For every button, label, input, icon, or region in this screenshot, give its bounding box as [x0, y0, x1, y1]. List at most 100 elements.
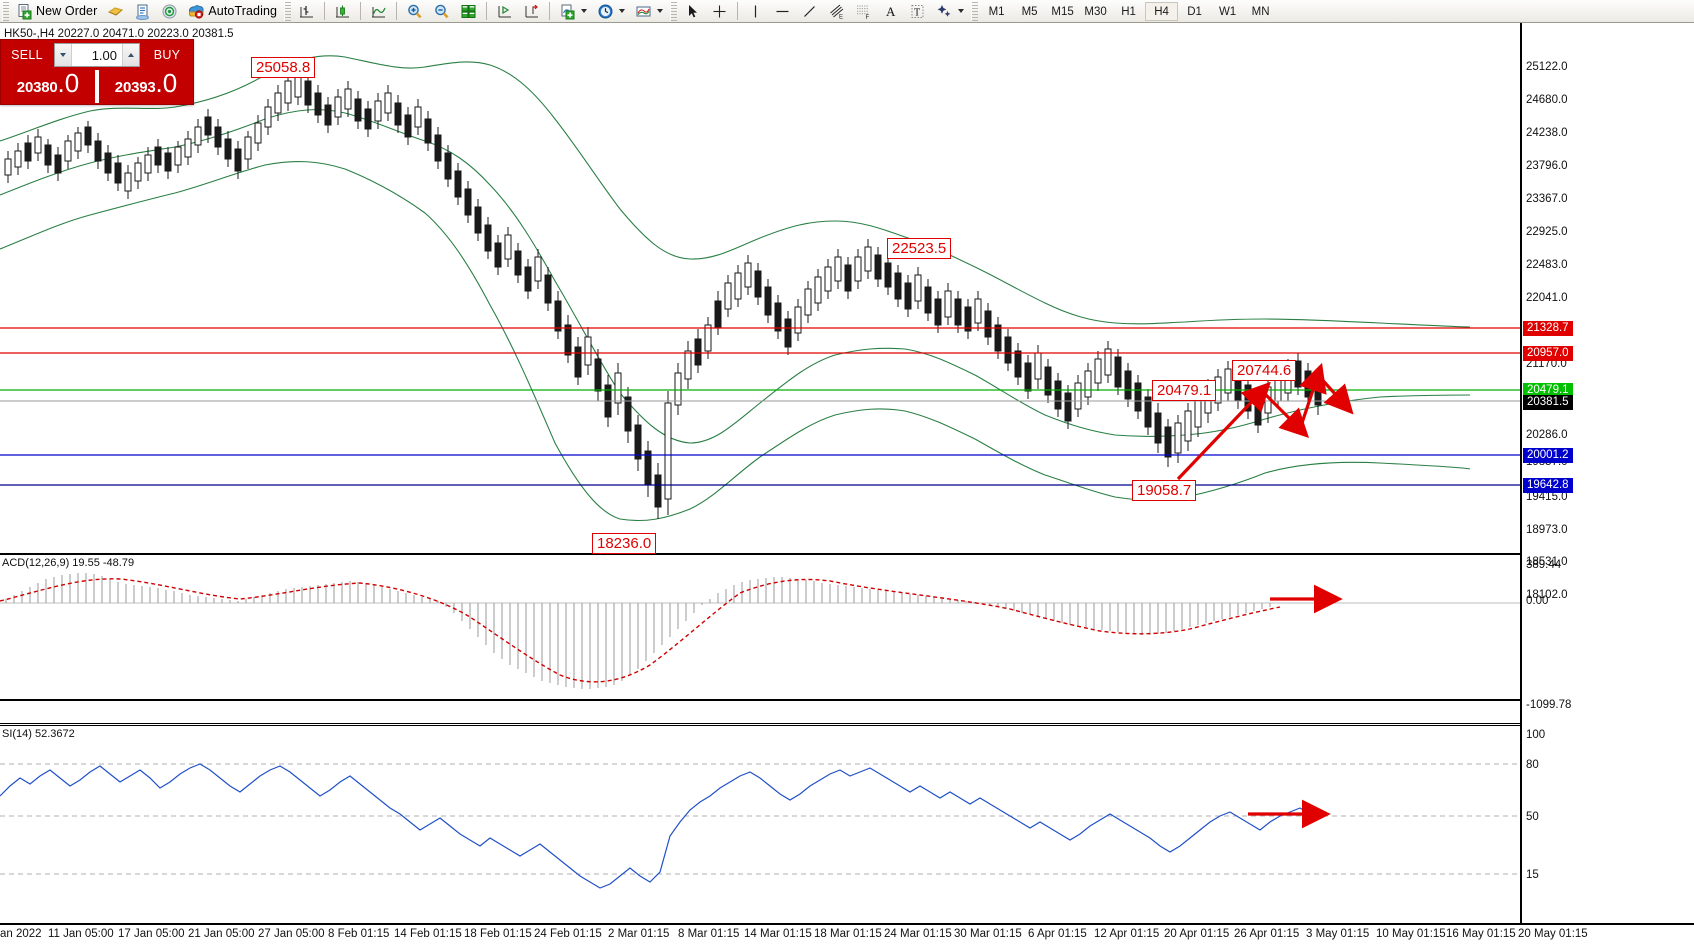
price-chart-svg: [0, 55, 1520, 522]
macd-chart-svg: [0, 573, 1520, 689]
signals-icon: [161, 3, 178, 20]
price-pane[interactable]: 25058.8 22523.5 18236.0 20479.1 20744.6 …: [0, 23, 1520, 554]
time-label: 30 Mar 01:15: [954, 928, 1022, 940]
buy-price[interactable]: 20393 .0: [95, 70, 193, 103]
last-price-badge-20381[interactable]: 20381.5: [1523, 395, 1573, 410]
templates-button[interactable]: [630, 1, 668, 22]
time-label: 14 Feb 01:15: [394, 928, 462, 940]
sell-price[interactable]: 20380 .0: [1, 70, 95, 103]
candlestick-chart-button[interactable]: [329, 1, 356, 22]
lot-decrease-button[interactable]: [55, 44, 72, 66]
fibonacci-icon: F: [855, 3, 872, 20]
timeframe-w1[interactable]: W1: [1218, 5, 1237, 18]
data-window-button[interactable]: [129, 1, 156, 22]
time-label: 8 Mar 01:15: [678, 928, 740, 940]
timeframe-m15[interactable]: M15: [1051, 5, 1074, 18]
main-toolbar: New Order: [0, 0, 1694, 23]
zoom-in-icon: [406, 3, 423, 20]
timeframe-m30[interactable]: M30: [1084, 5, 1107, 18]
zoom-out-icon: [433, 3, 450, 20]
time-label: 26 Apr 01:15: [1234, 928, 1300, 940]
toolbar-grip-4[interactable]: [971, 1, 979, 21]
rsi-tick-15: 15: [1526, 869, 1539, 881]
line-chart-button[interactable]: [365, 1, 392, 22]
horizontal-line-button[interactable]: [769, 1, 796, 22]
periods-dropdown-icon[interactable]: [619, 9, 626, 13]
sell-price-integer: 20380: [16, 79, 58, 96]
auto-scroll-button[interactable]: [491, 1, 518, 22]
vertical-line-button[interactable]: [742, 1, 769, 22]
indicators-dropdown-icon[interactable]: [581, 9, 588, 13]
sell-button[interactable]: SELL: [4, 43, 50, 67]
price-tick: 24238.0: [1526, 127, 1568, 139]
new-order-button[interactable]: New Order: [11, 1, 102, 22]
level-badge-19642[interactable]: 19642.8: [1523, 478, 1573, 493]
cursor-icon: [684, 3, 701, 20]
periods-button[interactable]: [592, 1, 630, 22]
toolbar-grip-1[interactable]: [2, 1, 9, 21]
fibonacci-button[interactable]: F: [850, 1, 877, 22]
templates-dropdown-icon[interactable]: [657, 9, 664, 13]
price-scale[interactable]: 25122.0 24680.0 24238.0 23796.0 23367.0 …: [1520, 23, 1694, 923]
tile-windows-button[interactable]: [455, 1, 482, 22]
anno-20744[interactable]: 20744.6: [1232, 360, 1297, 381]
time-axis[interactable]: an 2022 11 Jan 05:00 17 Jan 05:00 21 Jan…: [0, 923, 1694, 946]
timeframe-d1[interactable]: D1: [1187, 5, 1202, 18]
anno-22523[interactable]: 22523.5: [887, 238, 952, 259]
periods-icon: [597, 3, 614, 20]
macd-pane[interactable]: ACD(12,26,9) 19.55 -48.79: [0, 553, 1520, 701]
level-badge-21328[interactable]: 21328.7: [1523, 321, 1573, 336]
timeframe-mn[interactable]: MN: [1251, 5, 1270, 18]
trendline-button[interactable]: [796, 1, 823, 22]
one-click-trading-panel[interactable]: SELL 1.00 BUY 20380 .0 20393 .0: [0, 39, 194, 105]
cursor-button[interactable]: [679, 1, 706, 22]
time-label: 2 Mar 01:15: [608, 928, 670, 940]
level-badge-20479[interactable]: 20479.1: [1523, 383, 1573, 398]
macd-label: ACD(12,26,9) 19.55 -48.79: [2, 557, 135, 569]
crosshair-button[interactable]: [706, 1, 733, 22]
svg-text:A: A: [886, 4, 896, 19]
level-badge-20957[interactable]: 20957.0: [1523, 346, 1573, 361]
time-label: 10 May 01:15: [1376, 928, 1446, 940]
timeframe-h4[interactable]: H4: [1145, 1, 1179, 21]
bar-chart-button[interactable]: [293, 1, 320, 22]
chart-area[interactable]: HK50-,H4 20227.0 20471.0 20223.0 20381.5…: [0, 23, 1694, 946]
timeframe-m1[interactable]: M1: [988, 5, 1005, 18]
chart-shift-button[interactable]: [518, 1, 545, 22]
horizontal-line-icon: [774, 3, 791, 20]
signals-button[interactable]: [156, 1, 183, 22]
time-label: 24 Feb 01:15: [534, 928, 602, 940]
shapes-button[interactable]: [931, 1, 969, 22]
macd-tick-max: 389.44: [1526, 559, 1562, 571]
new-order-label: New Order: [36, 4, 98, 18]
data-window-icon: [134, 3, 151, 20]
anno-25058[interactable]: 25058.8: [251, 57, 316, 78]
lot-size-stepper[interactable]: 1.00: [54, 43, 140, 67]
anno-18236[interactable]: 18236.0: [592, 533, 657, 554]
indicators-button[interactable]: [554, 1, 592, 22]
toolbar-grip-2[interactable]: [284, 1, 292, 21]
anno-20479[interactable]: 20479.1: [1152, 380, 1217, 401]
shapes-dropdown-icon[interactable]: [958, 9, 965, 13]
rsi-pane[interactable]: SI(14) 52.3672: [0, 723, 1520, 923]
expert-advisor-button[interactable]: [102, 1, 129, 22]
text-button[interactable]: A: [877, 1, 904, 22]
text-icon: A: [882, 3, 899, 20]
zoom-in-button[interactable]: [401, 1, 428, 22]
lot-size-value[interactable]: 1.00: [91, 47, 117, 63]
text-label-button[interactable]: T: [904, 1, 931, 22]
level-badge-20001[interactable]: 20001.2: [1523, 448, 1573, 463]
toolbar-grip-3[interactable]: [670, 1, 678, 21]
price-tick: 21170.0: [1526, 358, 1567, 370]
anno-19058[interactable]: 19058.7: [1132, 480, 1197, 501]
timeframe-h1[interactable]: H1: [1121, 5, 1136, 18]
lot-increase-button[interactable]: [122, 44, 139, 66]
equidistant-channel-button[interactable]: E: [823, 1, 850, 22]
timeframe-m5[interactable]: M5: [1021, 5, 1038, 18]
price-tick: 25122.0: [1526, 61, 1568, 73]
time-label: 11 Jan 05:00: [48, 928, 114, 940]
buy-button[interactable]: BUY: [144, 43, 190, 67]
zoom-out-button[interactable]: [428, 1, 455, 22]
autotrading-button[interactable]: AutoTrading: [183, 1, 282, 22]
rsi-chart-svg: [0, 763, 1520, 889]
